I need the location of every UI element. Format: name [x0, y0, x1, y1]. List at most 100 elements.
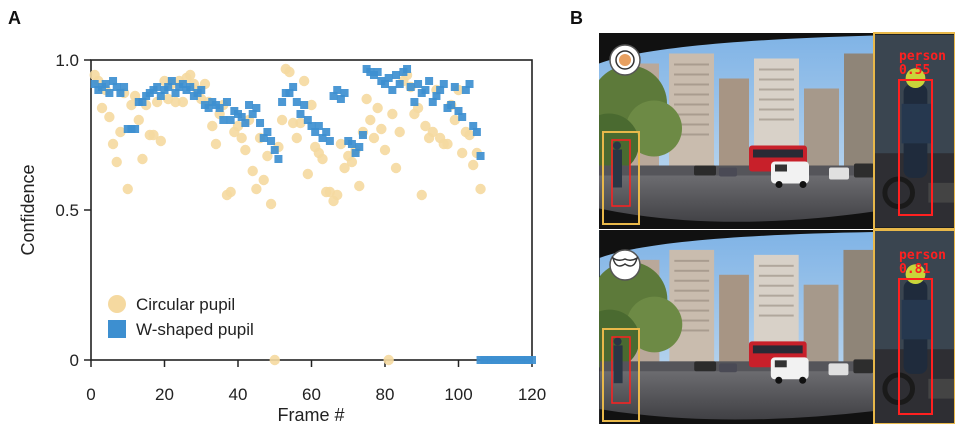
data-point-circular	[317, 153, 328, 165]
data-point-circular	[137, 153, 148, 165]
data-point-w-shaped	[270, 146, 279, 154]
y-axis-title: Confidence	[18, 164, 38, 255]
data-point-circular	[390, 162, 402, 174]
data-point-w-shaped	[263, 128, 272, 136]
data-point-circular	[335, 138, 347, 150]
data-point-circular	[225, 186, 236, 198]
data-point-circular	[456, 147, 468, 159]
data-point-w-shaped	[245, 101, 254, 109]
series-circular-pupil	[89, 63, 486, 366]
y-tick-label: 0.5	[55, 201, 79, 220]
data-point-circular	[339, 162, 350, 174]
data-point-w-shaped	[454, 107, 463, 115]
data-point-w-shaped	[432, 92, 441, 100]
data-point-w-shaped	[153, 83, 162, 91]
data-point-w-shaped	[414, 80, 423, 88]
data-point-w-shaped	[226, 116, 235, 124]
data-point-w-shaped	[384, 74, 393, 82]
scatter-chart: 0 0.5 1.0 0 20 40 60 80 100 120 Confidence Frame…	[18, 51, 546, 424]
data-point-w-shaped	[131, 125, 140, 133]
x-tick-label: 60	[302, 385, 321, 404]
data-point-w-shaped	[373, 68, 382, 76]
legend: Circular pupil W-shaped pupil	[108, 295, 254, 339]
legend-w-shaped-pupil-label: W-shaped pupil	[136, 320, 254, 339]
data-point-w-shaped	[351, 149, 360, 157]
data-point-w-shaped	[296, 110, 305, 118]
data-point-circular	[258, 174, 269, 186]
data-point-w-shaped	[392, 71, 401, 79]
data-point-circular	[387, 108, 398, 120]
data-point-circular	[442, 138, 453, 150]
data-point-w-shaped	[450, 83, 459, 91]
data-point-circular	[475, 183, 486, 195]
x-axis: 0 20 40 60 80 100 120	[86, 360, 546, 404]
data-point-w-shaped	[528, 356, 536, 364]
x-tick-label: 120	[518, 385, 546, 404]
data-point-w-shaped	[406, 83, 415, 91]
data-point-w-shaped	[274, 155, 283, 163]
data-point-w-shaped	[421, 86, 430, 94]
data-point-circular	[464, 129, 475, 141]
w-shaped-pupil-icon	[609, 249, 641, 281]
data-point-w-shaped	[325, 137, 334, 145]
data-point-circular	[104, 111, 115, 123]
data-point-w-shaped	[178, 80, 187, 88]
x-tick-label: 20	[155, 385, 174, 404]
data-point-w-shaped	[336, 95, 345, 103]
data-point-w-shaped	[403, 65, 412, 73]
data-point-w-shaped	[120, 83, 129, 91]
data-point-circular	[298, 75, 310, 87]
data-point-circular	[232, 120, 244, 132]
y-tick-label: 0	[70, 351, 79, 370]
data-point-w-shaped	[300, 101, 309, 109]
data-point-circular	[368, 132, 380, 144]
data-point-circular	[111, 156, 122, 168]
data-point-w-shaped	[410, 98, 419, 106]
data-point-w-shaped	[90, 80, 99, 88]
data-point-circular	[126, 99, 137, 111]
data-point-circular	[420, 120, 431, 132]
street-scene-bottom	[599, 230, 874, 424]
data-point-w-shaped	[303, 116, 312, 124]
data-point-circular	[394, 126, 405, 138]
scene-image-bottom: person 0.81	[599, 229, 955, 424]
detection-label: person	[899, 49, 946, 64]
panel-b-letter: B	[570, 8, 583, 28]
scene-image-top: person 0.55	[599, 32, 955, 230]
data-point-w-shaped	[197, 86, 206, 94]
data-point-w-shaped	[469, 122, 478, 130]
data-point-circular	[284, 66, 295, 78]
data-point-circular	[468, 159, 479, 171]
data-point-w-shaped	[355, 143, 364, 151]
data-point-w-shaped	[204, 104, 213, 112]
y-tick-label: 1.0	[55, 51, 79, 70]
data-point-circular	[240, 144, 251, 156]
data-point-w-shaped	[476, 152, 485, 160]
data-point-w-shaped	[318, 134, 327, 142]
legend-circle-marker	[108, 295, 126, 313]
data-point-w-shaped	[340, 89, 349, 97]
data-point-w-shaped	[458, 113, 467, 121]
data-point-w-shaped	[267, 137, 276, 145]
data-point-w-shaped	[222, 98, 231, 106]
zoom-region-box	[602, 328, 640, 422]
data-point-w-shaped	[171, 89, 180, 97]
x-tick-label: 0	[86, 385, 95, 404]
data-point-w-shaped	[472, 128, 481, 136]
crop-frame	[873, 229, 955, 424]
data-point-w-shaped	[347, 140, 356, 148]
small-detection-box	[611, 336, 631, 404]
data-point-circular	[365, 114, 376, 126]
x-axis-title: Frame #	[277, 405, 344, 424]
data-point-w-shaped	[109, 77, 118, 85]
data-point-circular	[251, 183, 262, 195]
data-point-w-shaped	[116, 89, 125, 97]
data-point-circular	[210, 138, 222, 150]
data-point-circular	[383, 354, 394, 366]
data-point-circular	[346, 156, 358, 168]
data-point-w-shaped	[186, 83, 195, 91]
data-point-w-shaped	[314, 122, 323, 130]
data-point-w-shaped	[311, 128, 320, 136]
data-point-circular	[276, 114, 288, 126]
